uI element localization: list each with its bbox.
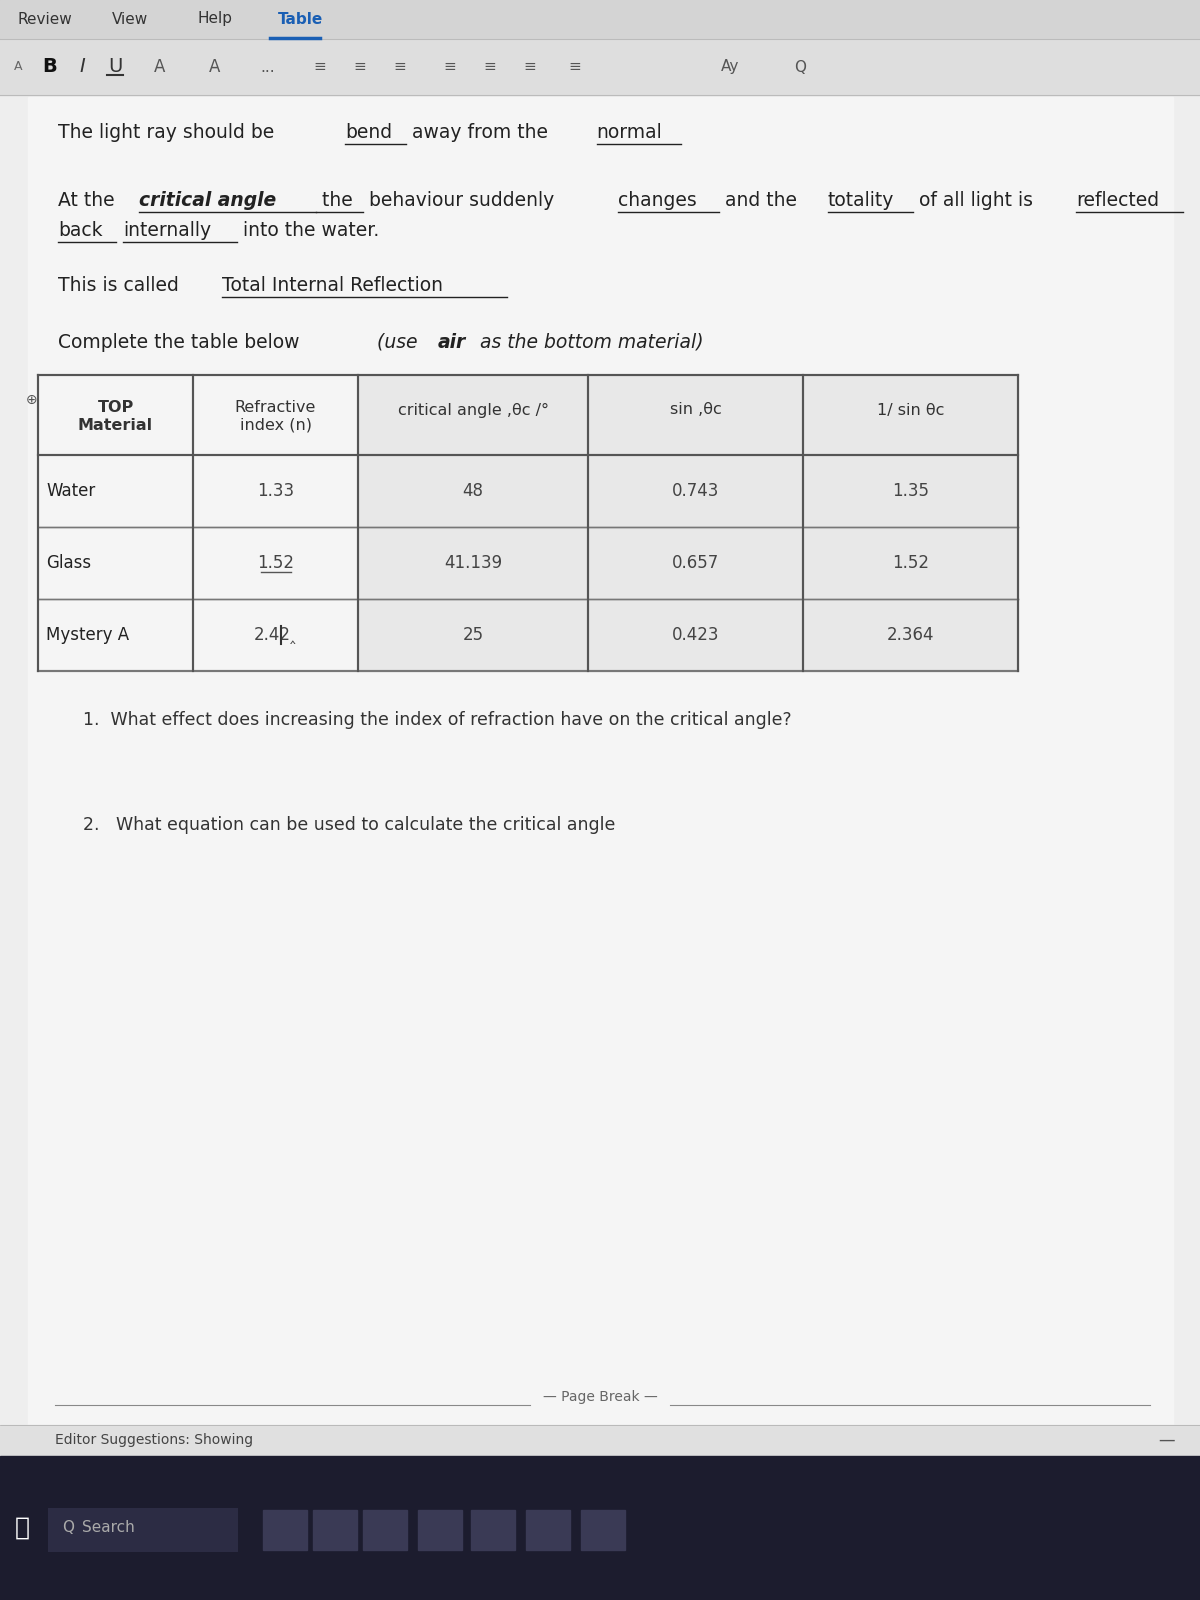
Bar [803, 374, 1018, 670]
Text: index (n): index (n) [240, 418, 312, 432]
Bar [588, 374, 803, 670]
Text: ⊕: ⊕ [26, 394, 38, 406]
Text: 2.42‸: 2.42‸ [254, 626, 296, 643]
Text: Material: Material [78, 418, 154, 432]
Text: 2.   What equation can be used to calculate the critical angle: 2. What equation can be used to calculat… [83, 816, 616, 834]
Text: ≡: ≡ [444, 59, 456, 75]
Text: Glass: Glass [46, 554, 91, 573]
Text: reflected: reflected [1076, 190, 1159, 210]
Text: bend: bend [344, 123, 392, 142]
Text: into the water.: into the water. [238, 221, 379, 240]
Bar [0, 1456, 1200, 1600]
Text: 0.657: 0.657 [672, 554, 719, 573]
Text: A: A [155, 58, 166, 75]
Text: away from the: away from the [406, 123, 553, 142]
Text: Total Internal Reflection: Total Internal Reflection [222, 275, 443, 294]
Text: 48: 48 [462, 482, 484, 499]
Text: and the: and the [720, 190, 804, 210]
Text: as the bottom material): as the bottom material) [474, 333, 703, 352]
Text: The light ray should be: The light ray should be [58, 123, 281, 142]
Text: ≡: ≡ [394, 59, 407, 75]
Text: Search: Search [82, 1520, 134, 1536]
Text: changes: changes [618, 190, 696, 210]
Text: Mystery A: Mystery A [46, 626, 130, 643]
Text: 1/ sin θc: 1/ sin θc [877, 403, 944, 418]
Text: I: I [79, 58, 85, 77]
Text: Editor Suggestions: Showing: Editor Suggestions: Showing [55, 1434, 253, 1446]
Bar [581, 1510, 625, 1550]
Text: air: air [437, 333, 466, 352]
Text: Q: Q [794, 59, 806, 75]
Text: 0.423: 0.423 [672, 626, 719, 643]
Text: 0.743: 0.743 [672, 482, 719, 499]
Text: 41.139: 41.139 [444, 554, 502, 573]
Text: Complete the table below: Complete the table below [58, 333, 306, 352]
Text: 25: 25 [462, 626, 484, 643]
Bar [418, 1510, 462, 1550]
Bar [0, 0, 1200, 38]
Text: This is called: This is called [58, 275, 185, 294]
Text: normal: normal [596, 123, 662, 142]
Text: U: U [108, 58, 122, 77]
Text: Review: Review [18, 11, 72, 27]
Text: of all light is: of all light is [913, 190, 1039, 210]
Text: critical angle ,θc /°: critical angle ,θc /° [397, 403, 548, 418]
Text: (use: (use [377, 333, 424, 352]
Text: View: View [112, 11, 148, 27]
Bar [0, 96, 1200, 1515]
Bar [313, 1510, 358, 1550]
Text: At the: At the [58, 190, 121, 210]
Text: critical angle: critical angle [139, 190, 276, 210]
Text: A: A [209, 58, 221, 75]
Text: internally: internally [124, 221, 211, 240]
Text: Help: Help [198, 11, 233, 27]
Text: Q: Q [62, 1520, 74, 1536]
Text: ⧉: ⧉ [14, 1517, 30, 1539]
Bar [48, 1507, 238, 1552]
Bar [358, 374, 588, 670]
Text: 1.52: 1.52 [257, 554, 294, 573]
Text: ≡: ≡ [354, 59, 366, 75]
Text: ≡: ≡ [523, 59, 536, 75]
Text: ...: ... [260, 59, 275, 75]
Bar [28, 98, 1174, 1510]
Text: 1.35: 1.35 [892, 482, 929, 499]
Text: —: — [1158, 1430, 1175, 1450]
Bar [263, 1510, 307, 1550]
Bar [526, 1510, 570, 1550]
Bar [0, 38, 1200, 94]
Text: sin ,θc: sin ,θc [670, 403, 721, 418]
Text: Water: Water [46, 482, 95, 499]
Text: totality: totality [828, 190, 894, 210]
Text: Ay: Ay [721, 59, 739, 75]
Text: 1.  What effect does increasing the index of refraction have on the critical ang: 1. What effect does increasing the index… [83, 710, 792, 730]
Text: 1.33: 1.33 [257, 482, 294, 499]
Text: Refractive: Refractive [235, 400, 316, 414]
Text: Table: Table [277, 11, 323, 27]
Text: the: the [316, 190, 353, 210]
Text: ≡: ≡ [484, 59, 497, 75]
Text: ≡: ≡ [569, 59, 581, 75]
Text: A: A [13, 61, 23, 74]
Text: behaviour suddenly: behaviour suddenly [364, 190, 560, 210]
Bar [364, 1510, 407, 1550]
Text: ≡: ≡ [313, 59, 326, 75]
Text: — Page Break —: — Page Break — [542, 1390, 658, 1405]
Bar [0, 1426, 1200, 1454]
Text: back: back [58, 221, 103, 240]
Bar [470, 1510, 515, 1550]
Text: B: B [43, 58, 58, 77]
Text: 1.52: 1.52 [892, 554, 929, 573]
Text: TOP: TOP [97, 400, 133, 414]
Text: 2.364: 2.364 [887, 626, 935, 643]
